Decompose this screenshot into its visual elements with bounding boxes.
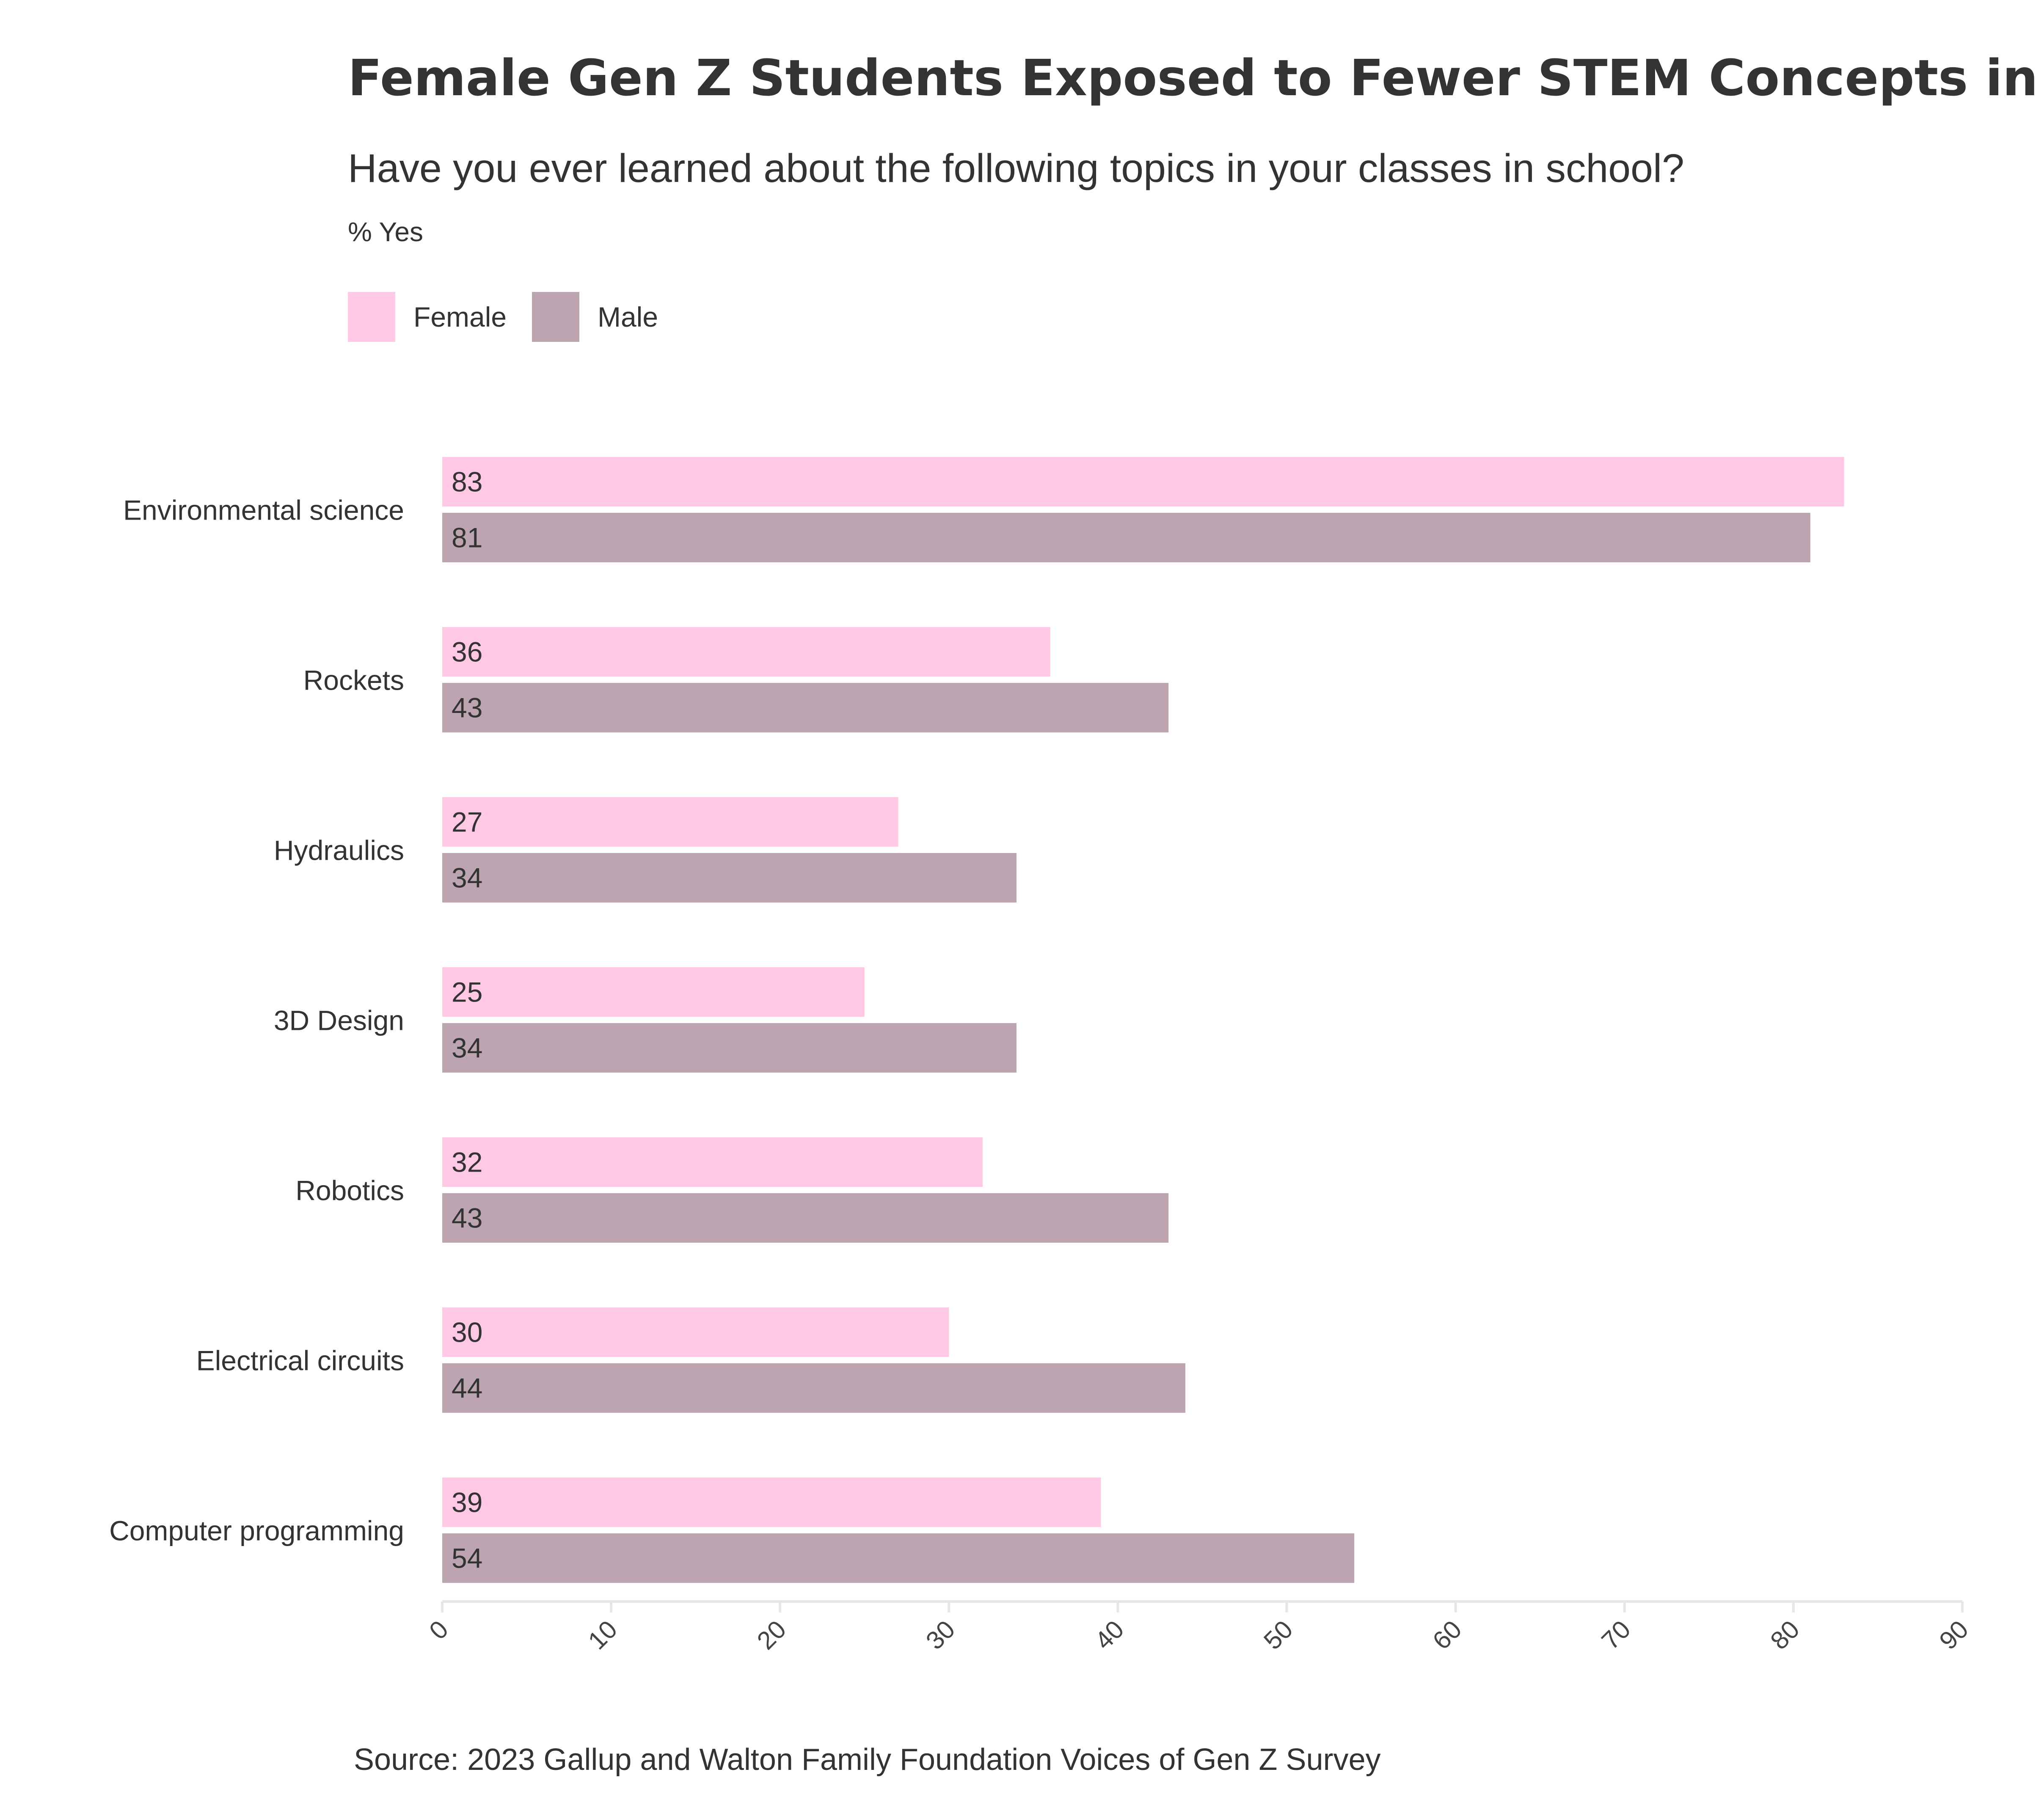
- category-label-computer-programming: Computer programming: [109, 1515, 404, 1546]
- category-group-3d-design: 3D Design 25 34: [274, 967, 1016, 1073]
- data-label-male-computer-programming: 54: [452, 1543, 482, 1574]
- data-label-female-computer-programming: 39: [452, 1487, 482, 1518]
- data-label-female-robotics: 32: [452, 1147, 482, 1178]
- data-label-male-robotics: 43: [452, 1202, 482, 1234]
- category-group-hydraulics: Hydraulics 27 34: [274, 797, 1016, 902]
- data-label-male-environmental-science: 81: [452, 522, 482, 553]
- bar-female-rockets: [442, 627, 1050, 677]
- bar-female-computer-programming: [442, 1478, 1101, 1527]
- data-label-male-3d-design: 34: [452, 1032, 482, 1064]
- legend-swatch-female: [348, 292, 395, 342]
- bar-female-hydraulics: [442, 797, 898, 847]
- data-label-female-rockets: 36: [452, 636, 482, 668]
- x-tick-label-50: 50: [1258, 1615, 1298, 1655]
- legend: Female Male: [348, 292, 658, 342]
- legend-label-male: Male: [598, 301, 658, 333]
- category-label-3d-design: 3D Design: [274, 1005, 404, 1036]
- data-label-female-electrical-circuits: 30: [452, 1317, 482, 1348]
- bar-female-3d-design: [442, 967, 865, 1017]
- x-tick-label-10: 10: [583, 1615, 623, 1655]
- bar-male-hydraulics: [442, 853, 1016, 902]
- category-label-robotics: Robotics: [295, 1175, 404, 1206]
- x-axis: 0 10 20 30 40 50 60 70 80 90: [424, 1600, 1974, 1655]
- category-group-environmental-science: Environmental science 83 81: [123, 457, 1844, 562]
- bar-male-rockets: [442, 683, 1169, 732]
- bar-male-3d-design: [442, 1023, 1016, 1073]
- bar-male-environmental-science: [442, 513, 1810, 562]
- x-tick-label-90: 90: [1934, 1615, 1974, 1655]
- chart-subtitle: Have you ever learned about the followin…: [348, 146, 1684, 191]
- category-group-electrical-circuits: Electrical circuits 30 44: [196, 1307, 1186, 1413]
- bar-male-computer-programming: [442, 1533, 1355, 1583]
- data-label-female-environmental-science: 83: [452, 466, 482, 498]
- category-group-rockets: Rockets 36 43: [303, 627, 1169, 732]
- bar-male-electrical-circuits: [442, 1363, 1186, 1413]
- category-label-electrical-circuits: Electrical circuits: [196, 1345, 404, 1376]
- x-tick-label-0: 0: [424, 1615, 454, 1645]
- category-label-environmental-science: Environmental science: [123, 495, 404, 526]
- data-label-female-3d-design: 25: [452, 977, 482, 1008]
- measure-label: % Yes: [348, 217, 423, 247]
- data-label-male-hydraulics: 34: [452, 862, 482, 894]
- bar-female-environmental-science: [442, 457, 1844, 506]
- legend-label-female: Female: [413, 301, 507, 333]
- bar-male-robotics: [442, 1193, 1169, 1243]
- bars-layer: Environmental science 83 81 Rockets 36 43 Hydr…: [109, 457, 1844, 1583]
- x-tick-label-60: 60: [1427, 1615, 1467, 1655]
- data-label-female-hydraulics: 27: [452, 806, 482, 838]
- bar-female-electrical-circuits: [442, 1307, 949, 1357]
- data-label-male-rockets: 43: [452, 692, 482, 724]
- x-tick-label-40: 40: [1089, 1615, 1129, 1655]
- x-tick-label-30: 30: [920, 1615, 961, 1655]
- category-label-rockets: Rockets: [303, 665, 404, 696]
- bar-female-robotics: [442, 1137, 983, 1187]
- x-tick-label-70: 70: [1596, 1615, 1636, 1655]
- x-tick-label-80: 80: [1765, 1615, 1805, 1655]
- category-label-hydraulics: Hydraulics: [274, 835, 404, 866]
- chart-title: Female Gen Z Students Exposed to Fewer S…: [348, 49, 2044, 107]
- category-group-robotics: Robotics 32 43: [295, 1137, 1169, 1243]
- x-tick-label-20: 20: [752, 1615, 792, 1655]
- category-group-computer-programming: Computer programming 39 54: [109, 1478, 1355, 1583]
- data-label-male-electrical-circuits: 44: [452, 1373, 482, 1404]
- legend-swatch-male: [532, 292, 579, 342]
- source-note: Source: 2023 Gallup and Walton Family Fo…: [354, 1743, 1381, 1777]
